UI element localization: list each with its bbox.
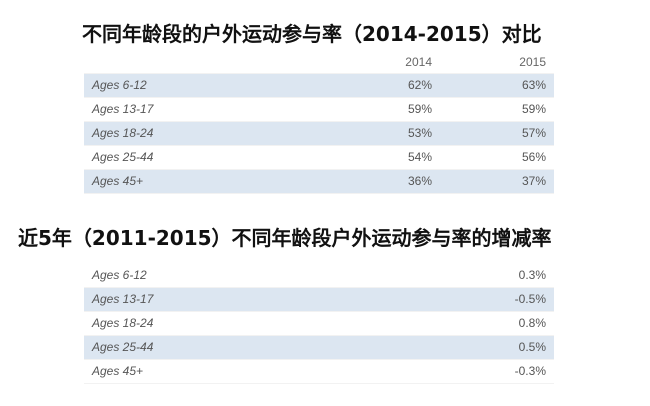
header-2014: 2014 (405, 55, 432, 69)
table-row: Ages 25-44 0.5% (84, 336, 554, 360)
row-label: Ages 25-44 (92, 340, 154, 354)
value-2015: 59% (521, 102, 546, 116)
table-2-title: 近5年（2011-2015）不同年龄段户外运动参与率的增减率 (18, 226, 552, 250)
value-2014: 59% (407, 102, 432, 116)
value-2015: 57% (521, 126, 546, 140)
row-label: Ages 6-12 (92, 268, 147, 282)
header-2015: 2015 (519, 55, 546, 69)
change-value: 0.3% (518, 268, 546, 282)
value-2015: 63% (521, 78, 546, 92)
change-value: 0.5% (518, 340, 546, 354)
change-rate-table: Ages 6-12 0.3% Ages 13-17 -0.5% Ages 18-… (84, 264, 554, 384)
table-row: Ages 25-44 54% 56% (84, 146, 554, 170)
change-value: 0.8% (518, 316, 546, 330)
value-2014: 53% (407, 126, 432, 140)
table-row: Ages 45+ 36% 37% (84, 170, 554, 194)
table-row: Ages 13-17 59% 59% (84, 98, 554, 122)
value-2015: 37% (521, 174, 546, 188)
change-value: -0.5% (514, 292, 546, 306)
row-label: Ages 45+ (92, 364, 144, 378)
table-row: Ages 45+ -0.3% (84, 360, 554, 384)
row-label: Ages 6-12 (92, 78, 147, 92)
value-2014: 62% (407, 78, 432, 92)
value-2015: 56% (521, 150, 546, 164)
table-row: Ages 6-12 62% 63% (84, 74, 554, 98)
row-label: Ages 13-17 (92, 292, 154, 306)
value-2014: 36% (407, 174, 432, 188)
table-row: Ages 13-17 -0.5% (84, 288, 554, 312)
value-2014: 54% (407, 150, 432, 164)
table-row: Ages 6-12 0.3% (84, 264, 554, 288)
change-value: -0.3% (514, 364, 546, 378)
table-row: Ages 18-24 0.8% (84, 312, 554, 336)
row-label: Ages 18-24 (92, 316, 154, 330)
row-label: Ages 45+ (92, 174, 144, 188)
table-1-header-row: 2014 2015 (84, 52, 554, 74)
row-label: Ages 25-44 (92, 150, 154, 164)
table-row: Ages 18-24 53% 57% (84, 122, 554, 146)
row-label: Ages 18-24 (92, 126, 154, 140)
row-label: Ages 13-17 (92, 102, 154, 116)
participation-rate-table: 2014 2015 Ages 6-12 62% 63% Ages 13-17 5… (84, 52, 554, 194)
table-1-title: 不同年龄段的户外运动参与率（2014-2015）对比 (82, 22, 542, 46)
